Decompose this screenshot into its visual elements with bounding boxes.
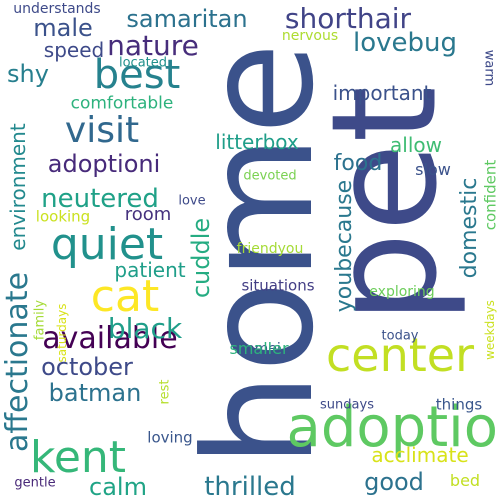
word: bed [449,471,481,490]
word: shorthair [284,2,412,35]
word: loving [147,428,193,447]
word: acclimate [371,443,469,467]
word: sundays [320,397,374,413]
word: good [364,468,424,496]
word: calm [89,473,147,500]
word: allow [390,133,442,157]
word: available [42,321,178,356]
word: male [33,14,93,42]
word: thrilled [204,472,296,500]
word: affectionate [0,271,35,453]
word: things [435,395,483,414]
word: confident [481,159,500,231]
word: adoption [286,395,500,460]
word: slow [415,160,451,179]
word: litterbox [215,130,299,154]
word: black [107,312,183,345]
word: warm [481,49,497,87]
word: center [326,328,474,382]
word: exploring [369,284,435,300]
word: looking [35,207,91,226]
word: nature [107,29,199,62]
word: speed [43,38,105,62]
word: cat [90,271,160,322]
word: patient [114,258,186,282]
word: food [333,151,383,176]
word: samaritan [126,5,248,33]
word: devoted [243,168,297,184]
word: weekdays [483,300,497,360]
word: today [381,328,419,344]
word: best [93,52,181,98]
word: gentle [14,475,56,491]
word: neutered [41,184,159,214]
word: nervous [281,28,339,44]
word: comfortable [70,93,174,114]
word: batman [48,379,142,407]
word: love [178,193,206,209]
word: homei [237,341,281,357]
word: located [118,55,168,71]
word: rest [157,379,173,405]
word: adoptioni [47,150,161,178]
word: friendyou [236,241,304,257]
word: environment [6,123,30,251]
word: youbecause [332,179,357,313]
word: important [332,81,432,105]
word: lovebug [353,28,457,58]
word: october [41,353,133,381]
word: situations [241,276,315,295]
word: family [32,299,48,341]
word: quiet [50,219,164,270]
word: kent [29,432,127,483]
word: understands [13,1,101,17]
word: smaller [229,339,289,358]
word: room [124,204,172,225]
word: shy [7,60,49,88]
word: cuddle [187,217,215,299]
word: visit [64,110,140,151]
word: domestic [457,177,482,279]
